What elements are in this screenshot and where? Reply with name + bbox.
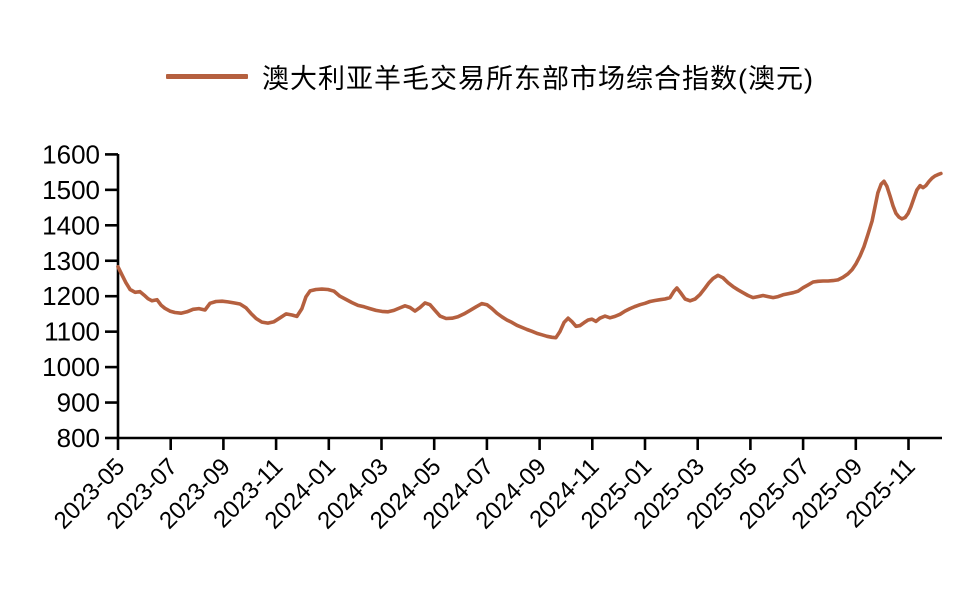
y-tick-label: 800	[57, 423, 100, 453]
series-line	[116, 171, 943, 340]
y-axis-ticks: 800 900 1000 1100 1200 1300 1400 1500 1600	[42, 139, 118, 453]
y-tick-label: 1400	[42, 210, 100, 240]
chart-legend: 澳大利亚羊毛交易所东部市场综合指数(澳元)	[0, 56, 980, 96]
legend-line-swatch	[166, 73, 248, 79]
axes	[116, 154, 942, 440]
y-tick-label: 900	[57, 388, 100, 418]
x-axis-ticks: 2023-052023-072023-092023-112024-012024-…	[49, 438, 921, 535]
series-path	[116, 171, 943, 340]
y-tick-label: 1500	[42, 175, 100, 205]
y-tick-label: 1000	[42, 352, 100, 382]
y-tick-label: 1300	[42, 246, 100, 276]
y-tick-label: 1100	[44, 317, 100, 347]
y-tick-label: 1200	[42, 281, 100, 311]
legend-series-label: 澳大利亚羊毛交易所东部市场综合指数(澳元)	[262, 63, 814, 94]
y-tick-label: 1600	[42, 139, 100, 169]
